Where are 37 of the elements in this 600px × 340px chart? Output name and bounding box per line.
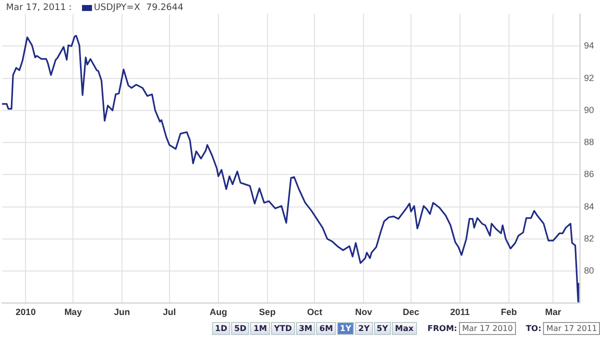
y-tick-label: 84: [584, 201, 594, 212]
text: 5Y: [374, 322, 391, 335]
x-tick-label: 2010: [16, 307, 36, 318]
x-tick-label: Aug: [210, 307, 228, 318]
legend-label: USDJPY=X: [94, 3, 140, 13]
x-tick-label: Nov: [355, 307, 372, 318]
text: FROM:: [428, 324, 458, 333]
text: 1D: [212, 322, 230, 335]
x-tick-label: Jun: [114, 307, 130, 318]
y-tick-label: 94: [584, 40, 594, 51]
x-tick-label: Feb: [500, 307, 518, 318]
text: 2Y: [355, 322, 373, 335]
y-tick-label: 90: [584, 104, 594, 115]
y-tick-label: 86: [584, 169, 594, 180]
text: 5D: [231, 322, 250, 335]
text: Mar 17 2010: [459, 322, 516, 335]
x-tick-label: Sep: [259, 307, 276, 318]
text: TO:: [526, 324, 542, 333]
y-tick-label: 82: [584, 233, 594, 244]
x-tick-label: Dec: [402, 307, 420, 318]
text: Mar 17 2011: [543, 322, 600, 335]
text: 1Y: [336, 322, 354, 335]
text: 1M: [250, 322, 270, 335]
x-tick-label: May: [64, 307, 82, 318]
text: Max: [392, 322, 417, 335]
text: 79.2644: [146, 3, 184, 13]
x-tick-label: Oct: [307, 307, 322, 318]
text: 3M: [296, 322, 316, 335]
y-tick-label: 92: [584, 72, 594, 83]
text: 6M: [316, 322, 336, 335]
y-tick-label: 80: [584, 266, 594, 276]
text: YTD: [270, 322, 295, 335]
chart-title: Mar 17, 2011 :: [6, 3, 72, 13]
x-tick-label: 2011: [450, 307, 470, 318]
y-tick-label: 88: [584, 137, 594, 148]
x-tick-label: Mar: [545, 307, 562, 318]
x-tick-label: Jul: [162, 307, 176, 318]
